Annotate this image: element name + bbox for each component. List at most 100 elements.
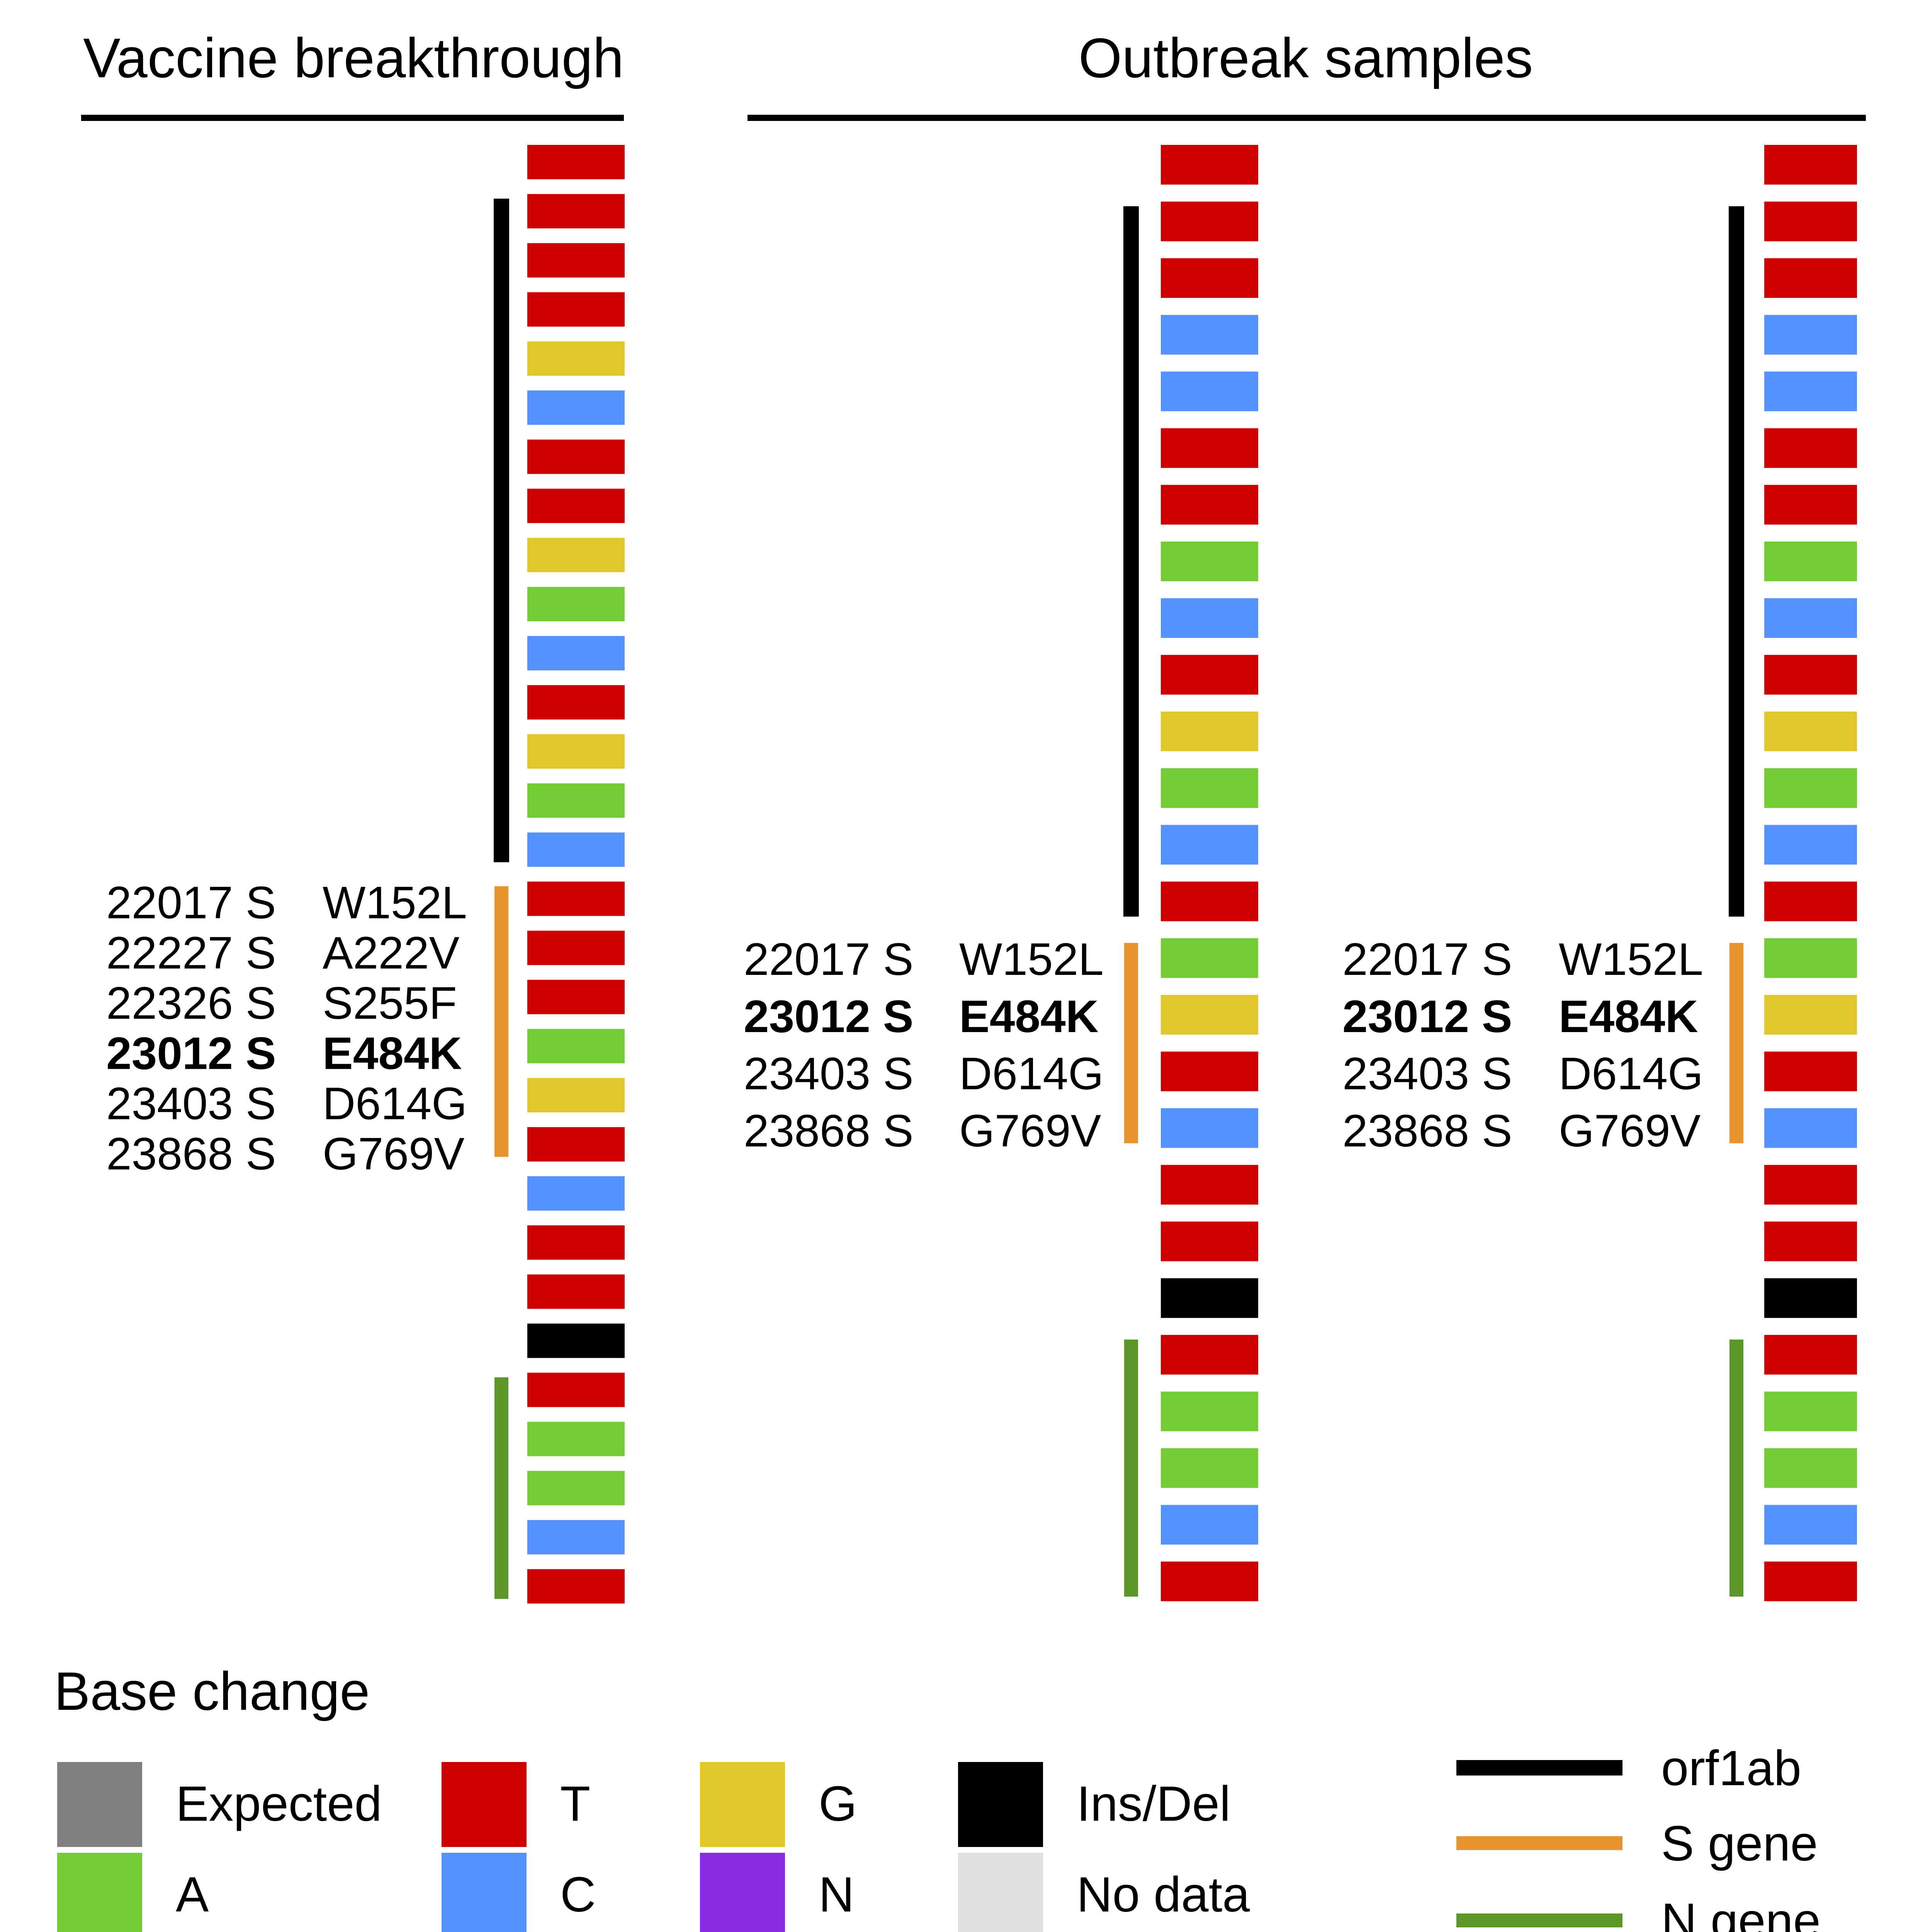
base-block-c: [1764, 825, 1857, 865]
base-block-a: [1764, 938, 1857, 978]
legend-swatch-c: [442, 1853, 527, 1932]
base-block-t: [527, 1225, 625, 1260]
legend-swatch-a: [57, 1853, 142, 1932]
base-block-t: [1161, 428, 1258, 468]
legend-swatch-t: [442, 1762, 527, 1847]
legend-swatch-no-data: [958, 1853, 1043, 1932]
base-block-c: [1161, 371, 1258, 412]
base-block-t: [1764, 1051, 1857, 1092]
base-block-t: [1161, 655, 1258, 695]
base-block-t: [1764, 428, 1857, 468]
legend-title: Base change: [54, 1661, 370, 1721]
base-block-t: [527, 1569, 625, 1604]
base-block-g: [1161, 711, 1258, 752]
legend-line-n-gene: [1456, 1913, 1622, 1927]
base-block-t: [1764, 881, 1857, 922]
base-block-a: [1764, 1391, 1857, 1432]
legend-label-t: T: [560, 1776, 590, 1832]
legend-label-n: N: [819, 1867, 854, 1922]
mutation-amino-acid: E484K: [1559, 991, 1698, 1042]
base-block-t: [1764, 655, 1857, 695]
legend-label-a: A: [176, 1867, 209, 1922]
legend-label-orf1ab: orf1ab: [1661, 1741, 1801, 1796]
mutation-position-gene: 23868 S: [744, 1105, 914, 1156]
mutation-label: 22017 S W152L: [106, 878, 467, 929]
base-block-c: [1161, 315, 1258, 355]
base-block-a: [1161, 1391, 1258, 1432]
base-block-t: [527, 488, 625, 523]
mutation-label: 22227 S A222V: [106, 928, 460, 979]
legend-line-orf1ab: [1456, 1760, 1622, 1776]
mutation-label: 23403 S D614G: [1342, 1048, 1703, 1099]
legend: Base change Expected A TC GN Ins/Del No data o…: [54, 1661, 1821, 1932]
sample-column-2: 22017 S W152L 23012 S E484K 23403 S D614G 2386…: [744, 145, 1258, 1601]
base-block-t: [527, 243, 625, 278]
base-block-t: [527, 1372, 625, 1407]
group-title-outbreak-samples: Outbreak samples: [1079, 27, 1533, 89]
legend-label-ins-del: Ins/Del: [1077, 1776, 1230, 1832]
base-block-t: [527, 292, 625, 327]
legend-item-expected: Expected: [57, 1762, 382, 1847]
base-block-t: [527, 980, 625, 1014]
legend-label-c: C: [560, 1867, 596, 1922]
legend-item-c: C: [442, 1853, 596, 1932]
region-line-n-gene: [1729, 1339, 1743, 1597]
base-block-t: [527, 930, 625, 965]
base-block-c: [527, 636, 625, 670]
base-block-a: [527, 1471, 625, 1505]
mutation-amino-acid: W152L: [959, 934, 1104, 985]
legend-label-n-gene: N gene: [1661, 1893, 1821, 1932]
base-block-t: [1764, 258, 1857, 298]
legend-swatch-expected: [57, 1762, 142, 1847]
base-block-c: [1161, 1108, 1258, 1148]
base-block-ins-del: [1764, 1278, 1857, 1318]
base-block-c: [1764, 1108, 1857, 1148]
legend-item-a: A: [57, 1853, 209, 1932]
mutation-position-gene: 23012 S: [106, 1028, 276, 1079]
base-block-a: [527, 783, 625, 818]
base-block-c: [1764, 371, 1857, 412]
mutation-label: 22326 S S255F: [106, 978, 457, 1029]
mutation-amino-acid: G769V: [959, 1105, 1101, 1156]
mutation-position-gene: 23012 S: [744, 991, 914, 1042]
base-block-t: [1161, 201, 1258, 242]
legend-item-n: N: [700, 1853, 854, 1932]
base-block-a: [527, 1029, 625, 1063]
mutation-position-gene: 23403 S: [106, 1078, 276, 1129]
mutation-position-gene: 23868 S: [106, 1129, 276, 1180]
legend-line-s-gene: [1456, 1836, 1622, 1850]
base-block-t: [527, 1274, 625, 1309]
base-block-a: [1161, 541, 1258, 582]
base-block-c: [1764, 315, 1857, 355]
base-block-t: [1161, 881, 1258, 922]
mutation-position-gene: 23403 S: [744, 1048, 914, 1099]
mutation-amino-acid: A222V: [323, 928, 460, 979]
base-block-t: [527, 194, 625, 229]
base-block-a: [527, 1422, 625, 1456]
mutation-amino-acid: G769V: [323, 1129, 465, 1180]
legend-label-g: G: [819, 1776, 857, 1832]
base-block-c: [1764, 598, 1857, 638]
legend-item-orf1ab: orf1ab: [1456, 1741, 1801, 1796]
mutation-amino-acid: D614G: [959, 1048, 1104, 1099]
legend-item-ins-del: Ins/Del: [958, 1762, 1230, 1847]
mutation-label: 22017 S W152L: [744, 934, 1104, 985]
mutation-position-gene: 23403 S: [1342, 1048, 1512, 1099]
base-block-t: [1161, 1221, 1258, 1262]
base-block-t: [1764, 145, 1857, 185]
region-line-s-gene: [494, 886, 508, 1157]
base-block-c: [1161, 598, 1258, 638]
legend-item-g: G: [700, 1762, 857, 1847]
legend-label-expected: Expected: [176, 1776, 382, 1832]
base-block-t: [1764, 485, 1857, 525]
base-block-a: [1161, 1448, 1258, 1488]
region-line-s-gene: [1124, 943, 1138, 1143]
region-line-orf1ab: [1729, 206, 1744, 917]
mutation-amino-acid: E484K: [959, 991, 1099, 1042]
base-block-ins-del: [1161, 1278, 1258, 1318]
base-block-t: [1764, 1165, 1857, 1205]
